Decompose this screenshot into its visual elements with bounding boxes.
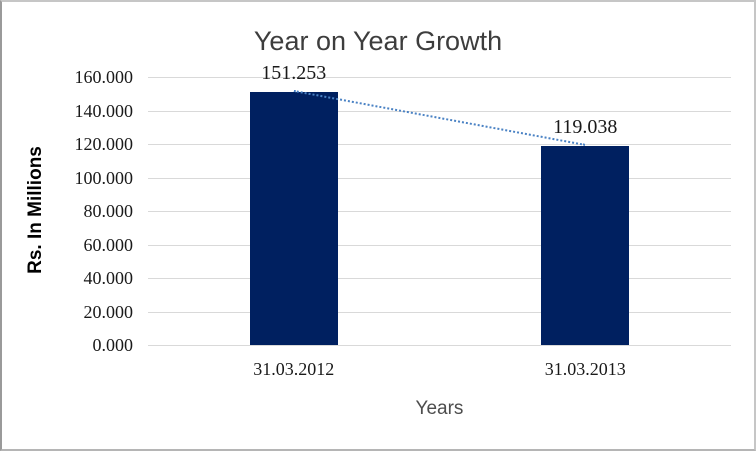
bar-data-label: 119.038: [553, 115, 618, 138]
bar: [541, 145, 630, 345]
gridline: [148, 311, 731, 313]
y-tick-label: 140.000: [74, 100, 134, 121]
gridline: [148, 77, 731, 78]
x-tick-label: 31.03.2012: [253, 359, 335, 379]
gridline: [148, 244, 731, 246]
gridline: [148, 110, 731, 112]
y-tick-label: 80.000: [83, 201, 134, 221]
x-axis-title: Years: [415, 398, 464, 419]
bar-data-label: 151.253: [261, 61, 327, 84]
gridline: [148, 345, 731, 346]
gridline: [148, 211, 731, 212]
chart-title: Year on Year Growth: [253, 26, 503, 56]
y-tick-label: 20.000: [83, 301, 134, 322]
gridline: [148, 177, 731, 179]
y-tick-label: 40.000: [83, 268, 134, 288]
gridline: [148, 144, 731, 145]
y-tick-label: 160.000: [74, 67, 134, 87]
y-tick-label: 100.000: [74, 167, 134, 188]
bar: [249, 91, 338, 345]
y-tick-label: 0.000: [92, 335, 134, 355]
x-tick-label: 31.03.2013: [544, 359, 626, 379]
y-tick-label: 120.000: [74, 134, 134, 154]
gridline: [148, 278, 731, 279]
y-tick-label: 60.000: [83, 234, 134, 255]
